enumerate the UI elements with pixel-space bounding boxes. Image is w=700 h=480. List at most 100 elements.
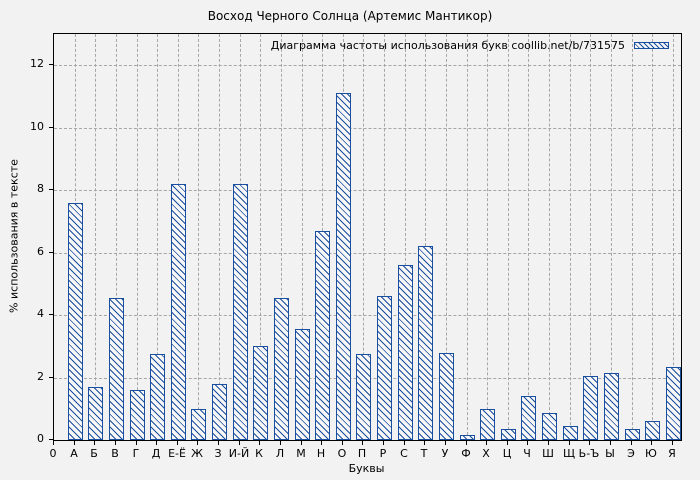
bar [67, 203, 83, 440]
v-gridline [611, 34, 612, 440]
x-tick-mark [259, 441, 260, 445]
x-tick-mark [527, 441, 528, 445]
x-tick-mark [156, 441, 157, 445]
x-tick-mark [301, 441, 302, 445]
bar [294, 329, 310, 440]
v-gridline [467, 34, 468, 440]
x-tick-mark [507, 441, 508, 445]
x-tick-mark [486, 441, 487, 445]
bar [376, 296, 392, 440]
x-tick-label: А [70, 447, 78, 460]
bar [665, 367, 681, 440]
x-tick-label: О [337, 447, 347, 460]
bar [582, 376, 598, 440]
y-tick-mark [49, 251, 53, 253]
bar [541, 413, 557, 440]
x-tick-mark [569, 441, 570, 445]
x-tick-label: Л [275, 447, 285, 460]
bar [438, 353, 454, 440]
h-gridline [54, 252, 681, 254]
x-tick-label: Я [668, 447, 676, 460]
x-tick-label: В [111, 447, 119, 460]
x-tick-mark [74, 441, 75, 445]
bar [520, 396, 536, 440]
legend-swatch [634, 42, 669, 49]
x-tick-mark [197, 441, 198, 445]
y-tick-mark [49, 376, 53, 378]
x-tick-mark [651, 441, 652, 445]
v-gridline [446, 34, 447, 440]
bar [108, 298, 124, 440]
bar [397, 265, 413, 440]
v-gridline [363, 34, 364, 440]
bar [644, 421, 660, 440]
y-tick-mark [49, 189, 53, 191]
x-tick-mark [239, 441, 240, 445]
v-gridline [508, 34, 509, 440]
x-tick-mark [53, 441, 54, 445]
x-tick-label: Ц [502, 447, 512, 460]
y-tick-mark [49, 439, 53, 440]
y-tick-label: 2 [37, 369, 44, 383]
v-gridline [528, 34, 529, 440]
x-tick-label: Т [420, 447, 428, 460]
x-origin-label: 0 [49, 447, 57, 460]
x-tick-label: Ж [191, 447, 203, 460]
bar [355, 354, 371, 440]
y-tick-label: 12 [30, 57, 44, 71]
x-tick-label: Э [627, 447, 635, 460]
v-gridline [590, 34, 591, 440]
y-tick-mark [49, 126, 53, 128]
x-tick-label: С [400, 447, 408, 460]
bar [335, 93, 351, 440]
x-tick-label: К [255, 447, 263, 460]
x-tick-label: Ч [523, 447, 531, 460]
h-gridline [54, 127, 681, 129]
bar [190, 409, 206, 440]
y-tick-label: 6 [37, 244, 44, 258]
x-tick-mark [177, 441, 178, 445]
v-gridline [632, 34, 633, 440]
x-tick-mark [94, 441, 95, 445]
bar [129, 390, 145, 440]
bar [314, 231, 330, 440]
x-tick-mark [321, 441, 322, 445]
x-tick-mark [383, 441, 384, 445]
y-tick-label: 10 [30, 119, 44, 133]
y-tick-mark [49, 64, 53, 66]
x-tick-label: И-Й [228, 447, 250, 460]
x-tick-label: Г [132, 447, 140, 460]
x-tick-label: Х [482, 447, 490, 460]
x-tick-label: П [357, 447, 367, 460]
bar [562, 426, 578, 440]
v-gridline [95, 34, 96, 440]
bar [479, 409, 495, 440]
bar [273, 298, 289, 440]
v-gridline [260, 34, 261, 440]
x-axis-label: Буквы [348, 462, 385, 475]
bar [500, 429, 516, 440]
v-gridline [425, 34, 426, 440]
v-gridline [487, 34, 488, 440]
x-tick-label: Н [316, 447, 326, 460]
x-tick-mark [218, 441, 219, 445]
v-gridline [116, 34, 117, 440]
bar [170, 184, 186, 440]
v-gridline [157, 34, 158, 440]
v-gridline [198, 34, 199, 440]
x-tick-mark [136, 441, 137, 445]
bar [603, 373, 619, 440]
v-gridline [673, 34, 674, 440]
y-tick-mark [49, 314, 53, 316]
h-gridline [54, 65, 681, 67]
x-tick-label: З [214, 447, 222, 460]
x-tick-mark [672, 441, 673, 445]
x-tick-label: Ь-Ъ [578, 447, 600, 460]
x-tick-mark [404, 441, 405, 445]
v-gridline [405, 34, 406, 440]
x-tick-mark [445, 441, 446, 445]
y-tick-label: 4 [37, 307, 44, 321]
x-tick-mark [280, 441, 281, 445]
legend: Диаграмма частоты использования букв coo… [271, 39, 669, 52]
